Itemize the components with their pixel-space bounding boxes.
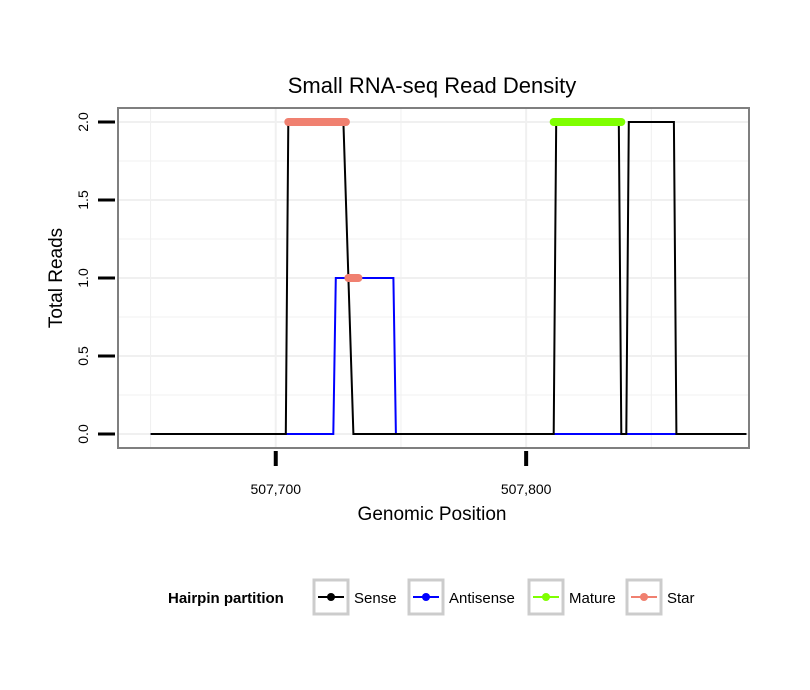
x-tick-label: 507,800 (501, 481, 552, 497)
legend-label-mature: Mature (569, 590, 616, 607)
y-tick-label: 0.0 (75, 424, 91, 444)
legend: Hairpin partition Sense Antisense Mature St… (168, 578, 695, 616)
y-axis: 0.0 0.5 1.0 1.5 2.0 (75, 112, 115, 444)
panel-border (117, 107, 750, 449)
x-axis: 507,700 507,800 (250, 451, 552, 497)
legend-label-antisense: Antisense (449, 590, 515, 607)
series-layer (150, 118, 747, 435)
legend-title: Hairpin partition (168, 590, 284, 607)
y-tick-label: 1.0 (75, 268, 91, 288)
y-tick-label: 1.5 (75, 190, 91, 210)
legend-items: Sense Antisense Mature Star (312, 578, 695, 616)
legend-item-antisense: Antisense (407, 578, 515, 616)
grid (118, 108, 749, 448)
legend-item-sense: Sense (312, 578, 397, 616)
legend-item-mature: Mature (527, 578, 616, 616)
legend-key-point (327, 593, 335, 601)
legend-label-star: Star (667, 590, 695, 607)
chart-title: Small RNA-seq Read Density (288, 73, 577, 98)
x-axis-title: Genomic Position (358, 504, 507, 525)
legend-key-point (542, 593, 550, 601)
y-axis-title: Total Reads (46, 228, 67, 328)
legend-key-point (640, 593, 648, 601)
y-tick-label: 0.5 (75, 346, 91, 366)
legend-label-sense: Sense (354, 590, 397, 607)
plot-area (117, 107, 750, 449)
y-tick-label: 2.0 (75, 112, 91, 132)
legend-key-point (422, 593, 430, 601)
x-tick-label: 507,700 (250, 481, 301, 497)
legend-item-star: Star (625, 578, 695, 616)
